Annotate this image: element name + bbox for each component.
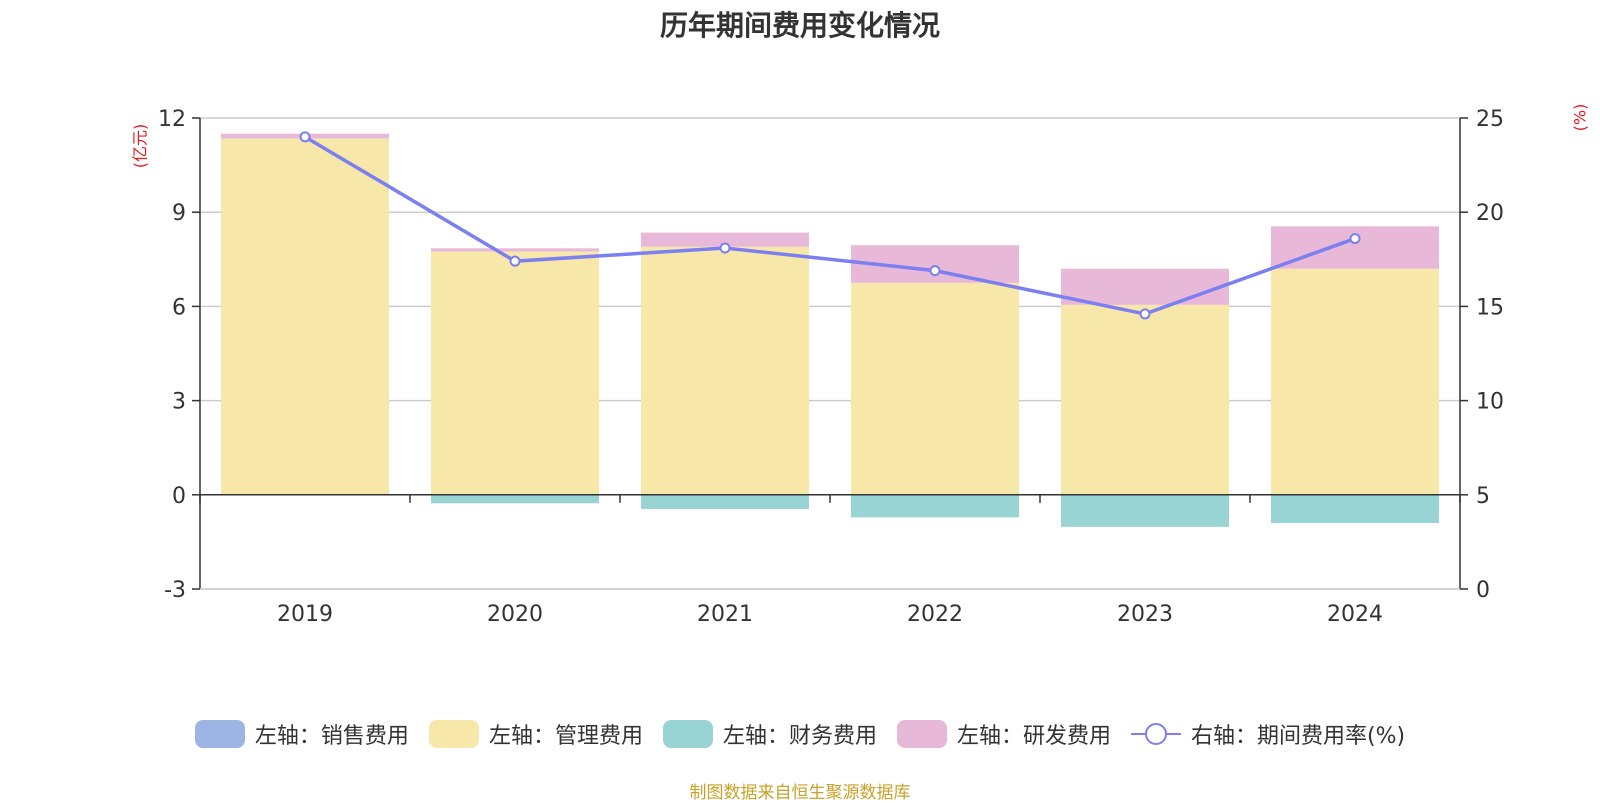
rate-point-2021 xyxy=(719,242,731,254)
bar-1-2020 xyxy=(431,251,599,495)
legend-swatch-rate xyxy=(1130,723,1181,745)
bar-2-2021 xyxy=(641,494,809,509)
x-tick-label-2019: 2019 xyxy=(277,602,333,627)
bar-2-2020 xyxy=(431,494,599,504)
x-tick-label-2020: 2020 xyxy=(487,602,543,627)
legend-swatch-sales xyxy=(194,720,245,748)
legend-item-finance[interactable]: 左轴：财务费用 xyxy=(662,718,877,750)
legend-label-rnd: 左轴：研发费用 xyxy=(956,724,1111,749)
legend-item-admin[interactable]: 左轴：管理费用 xyxy=(428,718,643,750)
x-tick-label-2023: 2023 xyxy=(1117,602,1173,627)
right-tick-label: 5 xyxy=(1476,484,1490,509)
bar-1-2023 xyxy=(1061,304,1229,495)
left-tick-label: 9 xyxy=(172,201,186,226)
rate-point-2023 xyxy=(1139,308,1151,320)
legend-swatch-rnd xyxy=(896,720,947,748)
data-source-note: 制图数据来自恒生聚源数据库 xyxy=(689,783,911,803)
legend-item-rnd[interactable]: 左轴：研发费用 xyxy=(896,718,1111,750)
right-tick-label: 10 xyxy=(1476,390,1504,415)
legend-item-sales[interactable]: 左轴：销售费用 xyxy=(194,718,409,750)
bar-1-2024 xyxy=(1271,268,1439,495)
x-tick-label-2022: 2022 xyxy=(907,602,963,627)
bar-1-2021 xyxy=(641,246,809,495)
legend-label-rate: 右轴：期间费用率(%) xyxy=(1190,724,1406,749)
bar-2-2024 xyxy=(1271,494,1439,524)
right-tick-label: 20 xyxy=(1476,201,1504,226)
x-tick-label-2021: 2021 xyxy=(697,602,753,627)
bar-2-2023 xyxy=(1061,494,1229,527)
bar-3-2020 xyxy=(431,248,599,252)
left-tick-label: -3 xyxy=(164,578,186,603)
rate-point-2019 xyxy=(299,131,311,143)
bar-1-2022 xyxy=(851,282,1019,495)
chart-title: 历年期间费用变化情况 xyxy=(659,9,940,42)
bar-1-2019 xyxy=(221,138,389,495)
rate-point-2020 xyxy=(509,255,521,267)
bar-3-2024 xyxy=(1271,226,1439,269)
rate-line xyxy=(304,135,1356,316)
left-tick-label: 0 xyxy=(172,484,186,509)
chart-canvas: 12 9 6 3 0 -3 25 20 15 10 5 0 2019 2020 2021 2022 2023 20… xyxy=(158,107,1504,627)
legend-swatch-finance xyxy=(662,720,713,748)
bar-2-2022 xyxy=(851,494,1019,518)
legend-item-rate[interactable]: 右轴：期间费用率(%) xyxy=(1130,718,1406,750)
legend-label-sales: 左轴：销售费用 xyxy=(254,724,409,749)
right-tick-label: 15 xyxy=(1476,295,1504,320)
legend: 左轴：销售费用 左轴：管理费用 左轴：财务费用 左轴：研发费用 右轴：期间费用率… xyxy=(0,718,1600,750)
legend-label-finance: 左轴：财务费用 xyxy=(722,724,877,749)
left-tick-label: 3 xyxy=(172,390,186,415)
legend-label-admin: 左轴：管理费用 xyxy=(488,724,643,749)
right-tick-label: 0 xyxy=(1476,578,1490,603)
bar-3-2023 xyxy=(1061,268,1229,305)
x-tick-label-2024: 2024 xyxy=(1327,602,1383,627)
left-tick-label: 12 xyxy=(158,107,186,132)
rate-point-2022 xyxy=(929,265,941,277)
rate-point-2024 xyxy=(1349,233,1361,245)
right-tick-label: 25 xyxy=(1476,107,1504,132)
legend-swatch-admin xyxy=(428,720,479,748)
left-tick-label: 6 xyxy=(172,295,186,320)
bar-3-2021 xyxy=(641,232,809,247)
